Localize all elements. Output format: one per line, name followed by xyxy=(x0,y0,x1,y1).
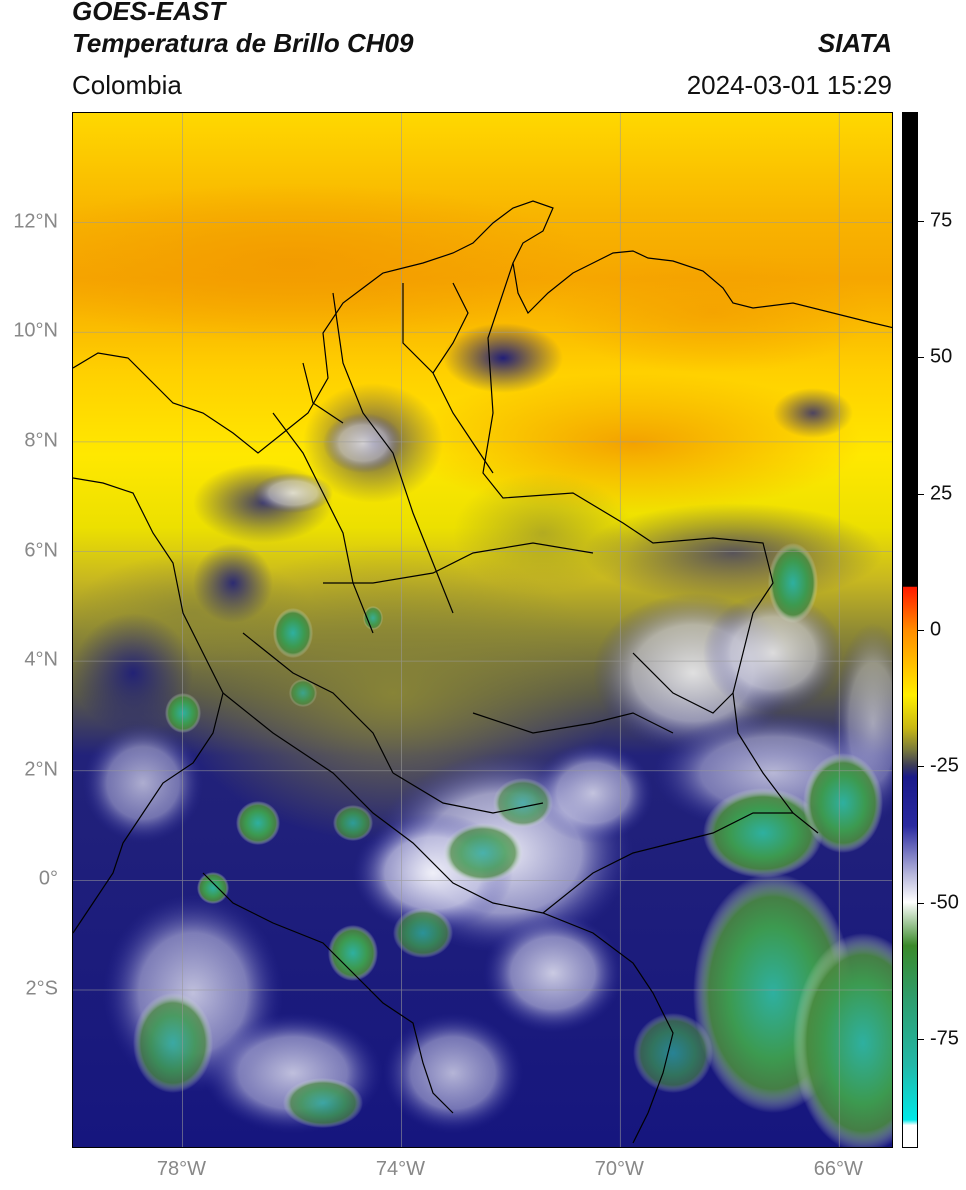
internal-dept-3 xyxy=(272,412,374,634)
title-region: Colombia xyxy=(72,70,182,100)
colorbar-tick-label: 50 xyxy=(930,345,953,368)
brightness-temperature-image xyxy=(73,113,892,1147)
colorbar-tick-label: 25 xyxy=(930,482,953,505)
lat-tick-label: 2°S xyxy=(25,977,58,1000)
colorbar-tick-label: -50 xyxy=(930,891,959,914)
lat-tick-label: 6°N xyxy=(24,539,58,562)
colombia-south-border xyxy=(222,692,674,1114)
colorbar-tick-label: 0 xyxy=(930,618,942,641)
brazil-peru-border xyxy=(632,1112,649,1144)
colorbar xyxy=(902,112,918,1148)
lon-tick-label: 66°W xyxy=(813,1158,863,1180)
internal-dept-2 xyxy=(402,283,494,474)
colorbar-tick-label: -25 xyxy=(930,754,959,777)
colorbar-tick-mark xyxy=(918,357,924,359)
lat-tick-label: 4°N xyxy=(24,648,58,671)
internal-dept-1 xyxy=(332,292,454,614)
coastline-caribbean xyxy=(73,200,892,454)
title-product: Temperatura de Brillo CH09 xyxy=(72,28,414,58)
title-organization: SIATA xyxy=(817,28,892,58)
colombia-brazil-border xyxy=(542,812,793,914)
ecuador-peru-border xyxy=(202,872,454,1114)
colorbar-tick-label: -75 xyxy=(930,1027,959,1050)
colorbar-tick-label: 75 xyxy=(930,209,953,232)
title-satellite: GOES-EAST xyxy=(72,0,226,26)
coastline-pacific xyxy=(73,477,224,934)
lat-tick-label: 10°N xyxy=(13,319,58,342)
colorbar-tick-mark xyxy=(918,766,924,768)
colombia-east-border xyxy=(482,262,819,834)
internal-dept-8 xyxy=(302,362,344,424)
satellite-map xyxy=(72,112,893,1148)
lon-tick-label: 70°W xyxy=(594,1158,644,1180)
colorbar-tick-mark xyxy=(918,630,924,631)
colorbar-tick-mark xyxy=(918,1038,924,1040)
lat-tick-label: 2°N xyxy=(24,758,58,781)
colorbar-tick-mark xyxy=(918,902,924,904)
lon-tick-label: 74°W xyxy=(375,1158,425,1180)
internal-dept-4 xyxy=(323,542,594,584)
colorbar-tick-mark xyxy=(918,493,924,495)
country-borders xyxy=(73,200,892,1144)
venezuela-brazil-border xyxy=(632,652,734,714)
lat-tick-label: 8°N xyxy=(24,429,58,452)
internal-dept-5 xyxy=(242,632,394,774)
internal-dept-6 xyxy=(472,712,674,734)
title-timestamp: 2024-03-01 15:29 xyxy=(686,70,892,100)
lat-tick-label: 0° xyxy=(38,867,58,890)
internal-dept-9 xyxy=(432,282,469,374)
lon-tick-label: 78°W xyxy=(156,1158,207,1180)
internal-dept-7 xyxy=(392,772,544,814)
colorbar-tick-mark xyxy=(918,221,924,223)
lat-tick-label: 12°N xyxy=(13,210,58,233)
